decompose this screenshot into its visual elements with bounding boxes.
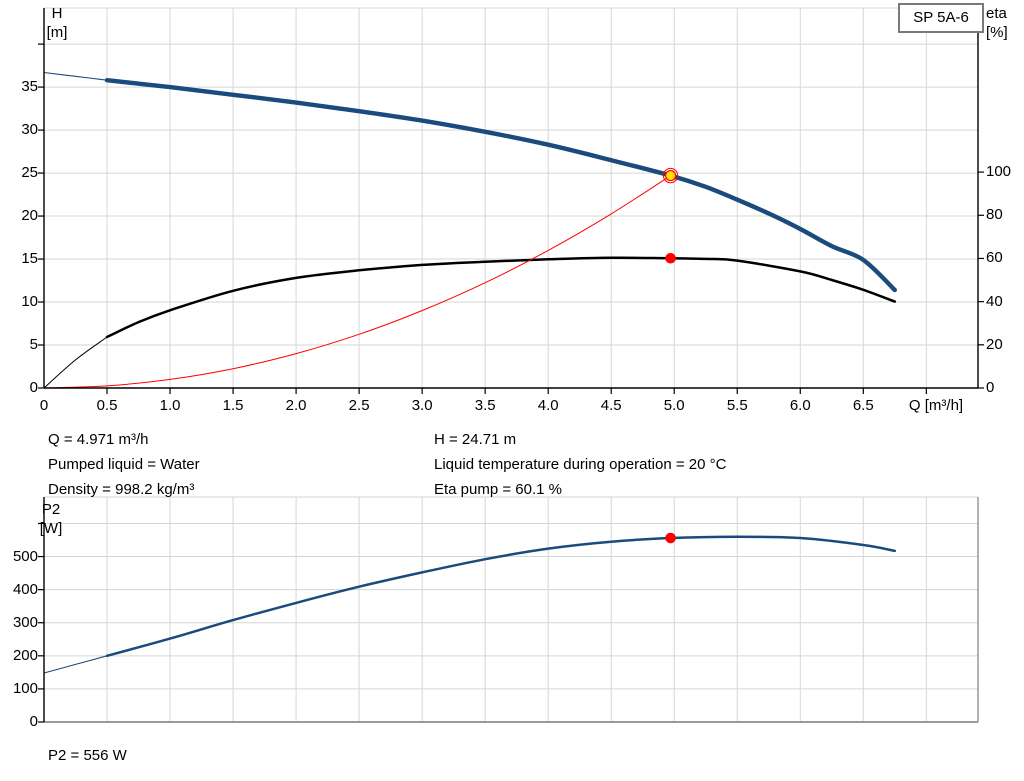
right-axis-title-line2: [%] — [986, 24, 1008, 41]
eta-tick-label: 80 — [986, 206, 1003, 224]
duty-point-head — [664, 169, 677, 182]
x-tick-label: 0 — [39, 397, 49, 414]
h-tick-label: 0 — [29, 379, 38, 396]
x-tick-label: 6.5 — [852, 397, 874, 414]
x-axis-title: Q [m³/h] — [908, 397, 964, 414]
x-tick-label: 2.0 — [285, 397, 307, 414]
info-q: Q = 4.971 m³/h — [48, 431, 149, 448]
duty-point-p2 — [665, 532, 676, 544]
x-tick-label: 3.5 — [474, 397, 496, 414]
x-tick-label: 2.5 — [348, 397, 370, 414]
h-tick-label: 15 — [21, 250, 38, 268]
left-axis-title-line1: H — [51, 5, 63, 22]
pump-model-badge: SP 5A-6 — [898, 3, 984, 33]
p2-tick-label: 200 — [12, 646, 38, 664]
h-tick-label: 10 — [21, 293, 38, 311]
x-tick-label: 0.5 — [96, 397, 118, 414]
p2-tick-label: 300 — [12, 613, 38, 631]
eta-tick-label: 40 — [986, 292, 1003, 310]
p2-tick-label: 500 — [12, 547, 38, 565]
info-density: Density = 998.2 kg/m³ — [48, 481, 195, 498]
eta-tick-label: 20 — [986, 335, 1003, 353]
p2-axis-title-line2: [W] — [39, 520, 63, 537]
head-curve — [104, 78, 897, 293]
x-tick-label: 5.5 — [726, 397, 748, 414]
info-p2: P2 = 556 W — [48, 747, 127, 764]
p2-tick-label: 100 — [12, 679, 38, 697]
info-h: H = 24.71 m — [434, 431, 517, 448]
h-tick-label: 30 — [21, 121, 38, 139]
system-curve — [43, 175, 672, 389]
duty-point-efficiency — [665, 252, 676, 264]
p2-curve — [105, 535, 897, 658]
right-axis-title: eta [%] — [986, 4, 1024, 42]
info-liquid-temp: Liquid temperature during operation = 20… — [434, 456, 727, 473]
info-eta-pump: Eta pump = 60.1 % — [434, 481, 562, 498]
x-tick-label: 4.5 — [600, 397, 622, 414]
efficiency-curve-lead — [43, 336, 108, 389]
p2-axis-title: P2 [W] — [34, 500, 68, 538]
p2-axis-title-line1: P2 — [41, 501, 61, 518]
head-curve-lead — [43, 71, 108, 81]
x-tick-label: 6.0 — [789, 397, 811, 414]
info-pumped-liquid: Pumped liquid = Water — [48, 456, 200, 473]
left-axis-title: H [m] — [40, 4, 74, 42]
h-tick-label: 5 — [29, 336, 38, 353]
efficiency-curve — [105, 256, 897, 339]
x-tick-label: 3.0 — [411, 397, 433, 414]
x-tick-label: 4.0 — [537, 397, 559, 414]
x-tick-label: 1.0 — [159, 397, 181, 414]
eta-tick-label: 0 — [986, 379, 995, 396]
p2-tick-label: 400 — [12, 580, 38, 598]
p2-curve-lead — [43, 655, 108, 674]
right-axis-title-line1: eta — [986, 5, 1007, 22]
eta-tick-label: 60 — [986, 249, 1003, 267]
h-tick-label: 35 — [21, 78, 38, 96]
h-tick-label: 20 — [21, 207, 38, 225]
duty-point-head-ring — [662, 167, 679, 184]
left-axis-title-line2: [m] — [46, 24, 68, 41]
h-tick-label: 25 — [21, 164, 38, 182]
p2-tick-label: 0 — [29, 713, 38, 730]
x-tick-label: 1.5 — [222, 397, 244, 414]
eta-tick-label: 100 — [986, 163, 1012, 181]
x-tick-label: 5.0 — [663, 397, 685, 414]
